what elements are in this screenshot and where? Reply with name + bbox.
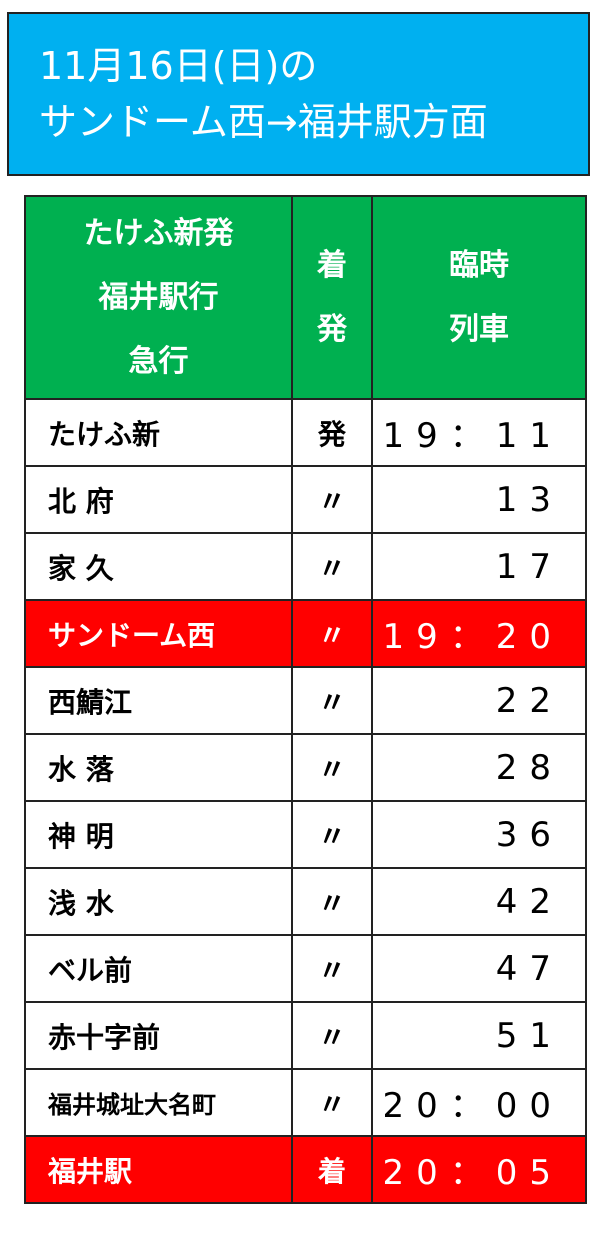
time: 20：00 (371, 1068, 587, 1137)
header-text: 臨時 (449, 247, 509, 283)
arr-dep-mark: 〃 (291, 1001, 373, 1070)
header-text: 福井駅行 (98, 279, 219, 315)
table-row: 福井駅着 20：05 (24, 1135, 587, 1204)
station-name: 浅 水 (24, 867, 293, 936)
table-row: 西鯖江〃 22 (24, 666, 587, 735)
arr-dep-mark: 〃 (291, 532, 373, 601)
table-row: 水 落〃 28 (24, 733, 587, 802)
station-name: ベル前 (24, 934, 293, 1003)
table-row: ベル前〃 47 (24, 934, 587, 1003)
header-text: 着 (317, 247, 347, 283)
arr-dep-mark: 〃 (291, 867, 373, 936)
arr-dep-mark: 〃 (291, 599, 373, 668)
station-name: 水 落 (24, 733, 293, 802)
title-date: 11月16日(日)の (39, 44, 318, 88)
table-row: 北 府〃 13 (24, 465, 587, 534)
station-name: 西鯖江 (24, 666, 293, 735)
arr-dep-mark: 〃 (291, 1068, 373, 1137)
arr-dep-mark: 〃 (291, 666, 373, 735)
table-row: 福井城址大名町〃 20：00 (24, 1068, 587, 1137)
time: 13 (371, 465, 587, 534)
arr-dep-mark: 〃 (291, 934, 373, 1003)
station-name: サンドーム西 (24, 599, 293, 668)
station-name: 神 明 (24, 800, 293, 869)
station-name: 赤十字前 (24, 1001, 293, 1070)
table-row: サンドーム西〃 19：20 (24, 599, 587, 668)
arr-dep-mark: 発 (291, 398, 373, 467)
station-name: 福井駅 (24, 1135, 293, 1204)
time: 19：20 (371, 599, 587, 668)
arr-dep-mark: 〃 (291, 465, 373, 534)
arr-dep-mark: 着 (291, 1135, 373, 1204)
station-name: 家 久 (24, 532, 293, 601)
table-row: 家 久〃 17 (24, 532, 587, 601)
table-row: 赤十字前〃 51 (24, 1001, 587, 1070)
table-row: 浅 水〃 42 (24, 867, 587, 936)
header-text: 急行 (128, 343, 189, 379)
time: 19：11 (371, 398, 587, 467)
header-arr-dep: 着 発 (291, 195, 373, 400)
title-banner: 11月16日(日)の サンドーム西→福井駅方面 (7, 12, 590, 176)
header-train-info: たけふ新発 福井駅行 急行 (24, 195, 293, 400)
header-special-train: 臨時 列車 (371, 195, 587, 400)
station-name: 福井城址大名町 (24, 1068, 293, 1137)
time: 22 (371, 666, 587, 735)
arr-dep-mark: 〃 (291, 800, 373, 869)
time: 20：05 (371, 1135, 587, 1204)
title-route: サンドーム西→福井駅方面 (39, 100, 488, 144)
header-row: たけふ新発 福井駅行 急行 着 発 臨時 列車 (24, 195, 587, 400)
time: 36 (371, 800, 587, 869)
header-text: たけふ新発 (83, 215, 234, 251)
time: 17 (371, 532, 587, 601)
timetable: たけふ新発 福井駅行 急行 着 発 臨時 列車 たけふ新発 19：11 北 府〃 13… (24, 195, 587, 1204)
time: 42 (371, 867, 587, 936)
time: 28 (371, 733, 587, 802)
header-text: 発 (317, 311, 347, 347)
arr-dep-mark: 〃 (291, 733, 373, 802)
time: 51 (371, 1001, 587, 1070)
station-name: たけふ新 (24, 398, 293, 467)
table-row: 神 明〃 36 (24, 800, 587, 869)
time: 47 (371, 934, 587, 1003)
table-row: たけふ新発 19：11 (24, 398, 587, 467)
header-text: 列車 (449, 311, 509, 347)
station-name: 北 府 (24, 465, 293, 534)
